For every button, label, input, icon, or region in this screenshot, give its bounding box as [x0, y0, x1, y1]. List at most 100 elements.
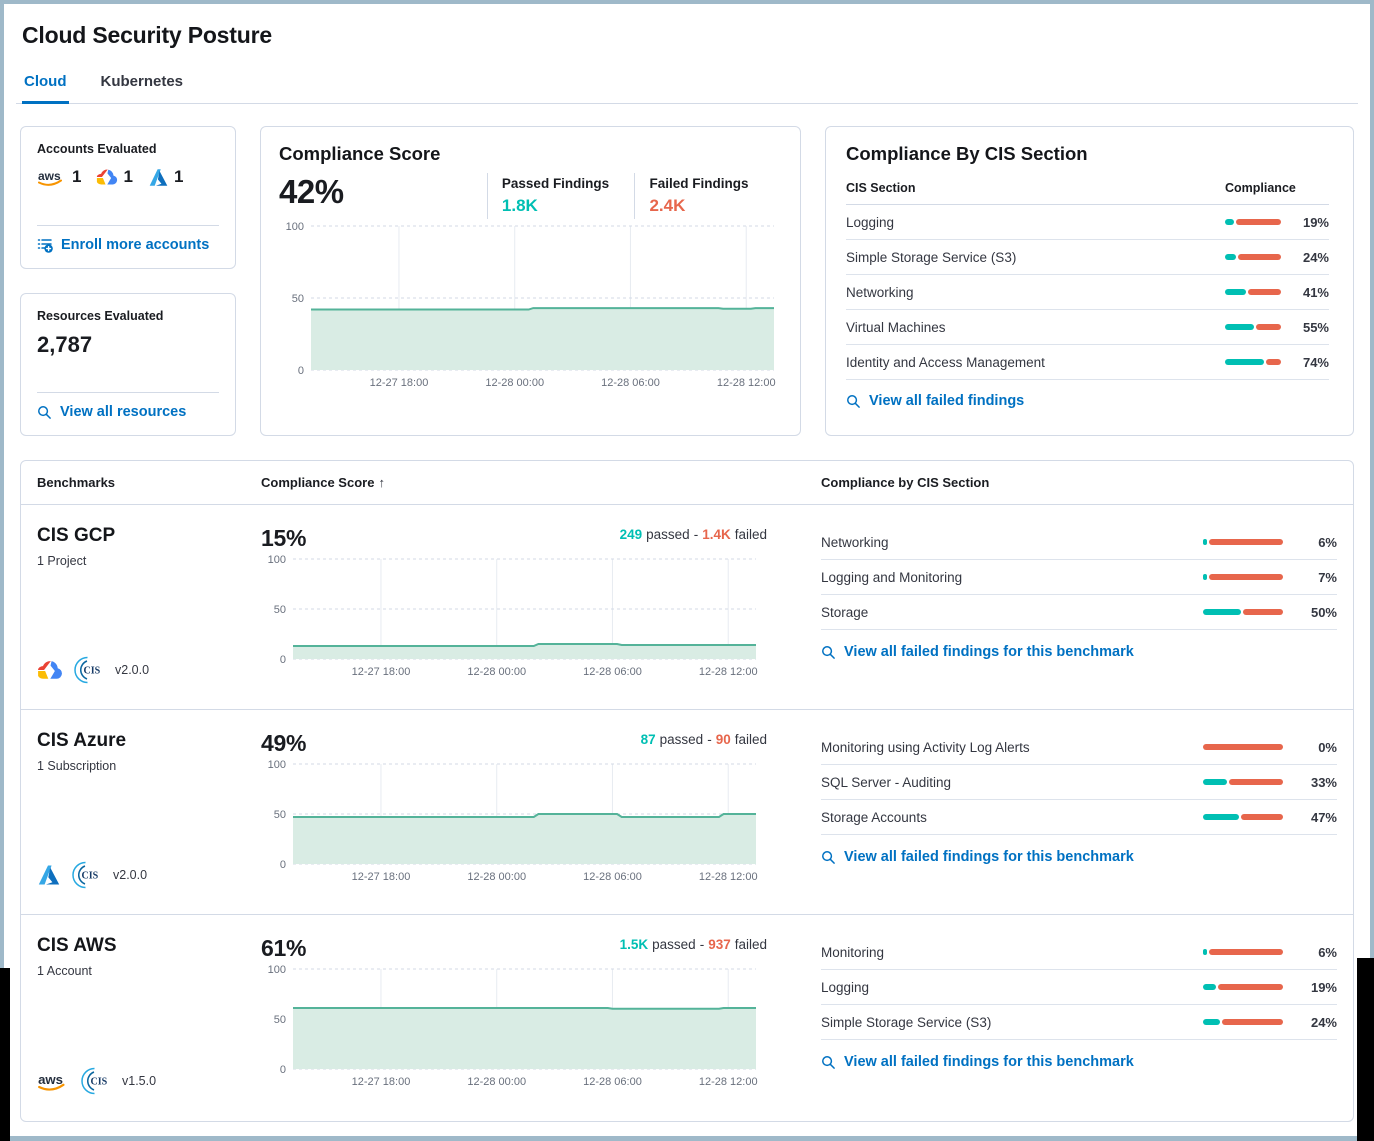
svg-text:100: 100 [268, 554, 286, 566]
compliance-percent: 24% [1310, 1014, 1337, 1030]
benchmark-subtitle: 1 Project [37, 554, 87, 568]
benchmark-score: 49% [261, 730, 307, 756]
page-content: Cloud Security Posture Cloud Kubernetes … [8, 8, 1366, 1131]
cis-section-row: Simple Storage Service (S3) 24% [846, 240, 1329, 275]
view-benchmark-failed-findings-link[interactable]: View all failed findings for this benchm… [821, 849, 1337, 865]
gcp-logo-icon [96, 169, 118, 184]
cis-section-row: Logging 19% [846, 205, 1329, 240]
failed-findings-label: Failed Findings [649, 176, 749, 191]
benchmark-subtitle: 1 Account [37, 964, 92, 978]
benchmark-trend-chart: 12-27 18:00 12-28 00:00 12-28 06:00 12-28 1… [268, 964, 758, 1088]
compliance-score-card: Compliance Score 42% Passed Findings 1.8… [260, 126, 801, 436]
list-add-icon [37, 239, 53, 253]
compliance-percent: 7% [1318, 569, 1337, 585]
passed-findings-label: Passed Findings [501, 176, 610, 191]
cis-table-header: CIS Section Compliance [846, 165, 1329, 205]
page-title: Cloud Security Posture [22, 22, 272, 48]
compliance-bar [1225, 254, 1281, 260]
svg-text:50: 50 [274, 604, 286, 616]
passed-findings-value[interactable]: 1.8K [501, 196, 538, 215]
compliance-score-value: 42% [279, 173, 344, 210]
tab-cloud[interactable]: Cloud [22, 73, 69, 104]
failed-count: 90 [715, 732, 731, 747]
section-name: Logging and Monitoring [821, 569, 963, 585]
passed-findings-stat: Passed Findings 1.8K [486, 173, 627, 219]
dash: - [707, 732, 712, 747]
benchmarks-table-header: Benchmarks Compliance Score ↑ Compliance … [21, 461, 1353, 505]
benchmark-name: CIS AWS [37, 935, 117, 956]
benchmark-row-cis-gcp: CIS GCP 1 Project CIS v2.0.0 15% 249 p [21, 505, 1353, 710]
view-all-resources-link[interactable]: View all resources [37, 404, 219, 420]
view-all-failed-findings-link[interactable]: View all failed findings [846, 393, 1329, 409]
svg-text:12-28 00:00: 12-28 00:00 [467, 871, 526, 883]
cis-section-name: Logging [846, 214, 895, 230]
summary-section: Accounts Evaluated aws 1 1 [16, 126, 1358, 436]
compliance-percent: 74% [1302, 354, 1329, 370]
enroll-accounts-link[interactable]: Enroll more accounts [37, 237, 219, 253]
compliance-bar [1203, 779, 1283, 785]
benchmark-trend-chart: 12-27 18:00 12-28 00:00 12-28 06:00 12-28 1… [268, 759, 758, 883]
divider [37, 392, 219, 393]
cis-section-column-header: CIS Section [846, 181, 916, 195]
compliance-bar [1203, 984, 1283, 990]
compliance-percent: 50% [1310, 604, 1337, 620]
passed-failed-summary: 1.5K passed - 937 failed [620, 937, 807, 952]
section-name: Logging [821, 979, 870, 995]
failed-word: failed [734, 527, 767, 542]
compliance-score-column-header[interactable]: Compliance Score ↑ [261, 475, 807, 490]
compliance-by-cis-section-card: Compliance By CIS Section CIS Section Co… [825, 126, 1354, 436]
cis-logo-icon: CIS [72, 861, 99, 889]
cis-section-name: Networking [846, 284, 914, 300]
failed-word: failed [734, 937, 767, 952]
benchmark-trend-chart: 12-27 18:00 12-28 00:00 12-28 06:00 12-28 1… [268, 554, 758, 678]
svg-text:12-28 06:00: 12-28 06:00 [583, 871, 642, 883]
benchmarks-table: Benchmarks Compliance Score ↑ Compliance … [20, 460, 1354, 1122]
benchmark-subtitle: 1 Subscription [37, 759, 117, 773]
aws-count: 1 [72, 167, 82, 186]
compliance-percent: 47% [1310, 809, 1337, 825]
svg-text:aws: aws [38, 1072, 63, 1087]
passed-failed-summary: 249 passed - 1.4K failed [620, 527, 807, 542]
tab-bar: Cloud Kubernetes [16, 73, 1358, 104]
svg-text:12-28 12:00: 12-28 12:00 [699, 1076, 758, 1088]
benchmark-version: v2.0.0 [113, 868, 148, 882]
svg-text:50: 50 [292, 293, 304, 305]
compliance-percent: 55% [1302, 319, 1329, 335]
compliance-by-cis-column-header: Compliance by CIS Section [821, 475, 990, 490]
compliance-percent: 41% [1302, 284, 1329, 300]
benchmark-version: v2.0.0 [115, 663, 150, 677]
tab-kubernetes[interactable]: Kubernetes [100, 73, 184, 90]
view-benchmark-failed-findings-link[interactable]: View all failed findings for this benchm… [821, 644, 1337, 660]
compliance-score-title: Compliance Score [279, 143, 441, 164]
sort-ascending-icon: ↑ [378, 475, 385, 490]
compliance-bar [1203, 949, 1283, 955]
section-name: Storage Accounts [821, 809, 927, 825]
resources-evaluated-title: Resources Evaluated [37, 309, 164, 323]
section-name: Storage [821, 604, 869, 620]
failed-count: 1.4K [702, 527, 731, 542]
benchmark-score: 61% [261, 935, 307, 961]
svg-text:100: 100 [268, 964, 286, 976]
cis-section-row: Networking 41% [846, 275, 1329, 310]
section-name: SQL Server - Auditing [821, 774, 952, 790]
svg-text:12-28 12:00: 12-28 12:00 [699, 871, 758, 883]
view-benchmark-failed-findings-label: View all failed findings for this benchm… [844, 644, 1134, 660]
passed-count: 87 [640, 732, 656, 747]
compliance-bar [1203, 814, 1283, 820]
gcp-count: 1 [123, 167, 133, 186]
failed-findings-value[interactable]: 2.4K [649, 196, 686, 215]
compliance-percent: 19% [1310, 979, 1337, 995]
view-all-failed-findings-label: View all failed findings [869, 393, 1025, 409]
svg-text:12-28 00:00: 12-28 00:00 [467, 1076, 526, 1088]
benchmark-section-row: Logging 19% [821, 970, 1337, 1005]
aws-logo-icon: aws [38, 169, 62, 186]
failed-count: 937 [708, 937, 731, 952]
dash: - [693, 527, 699, 542]
svg-text:12-27 18:00: 12-27 18:00 [370, 377, 429, 389]
svg-text:0: 0 [298, 365, 304, 377]
search-icon [847, 394, 860, 408]
view-benchmark-failed-findings-link[interactable]: View all failed findings for this benchm… [821, 1054, 1337, 1070]
compliance-percent: 6% [1318, 944, 1337, 960]
benchmark-section-row: Networking 6% [821, 525, 1337, 560]
search-icon [822, 1055, 835, 1069]
